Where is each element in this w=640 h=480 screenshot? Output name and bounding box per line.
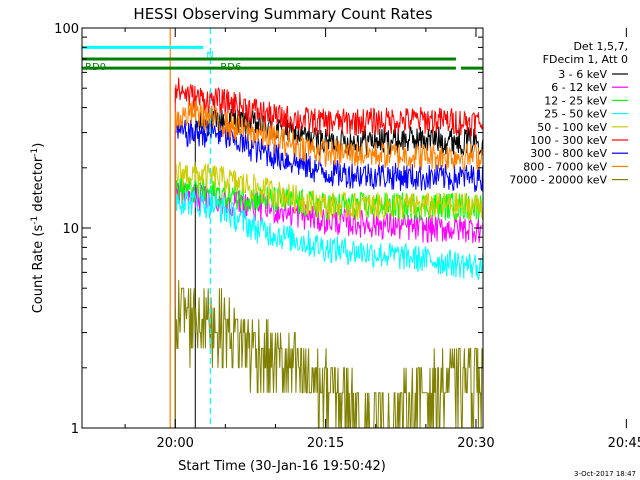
y-axis-label-tail: detector — [31, 156, 46, 216]
series-line-4 — [174, 161, 483, 221]
legend-label-4: 50 - 100 keV — [537, 121, 607, 134]
y-axis-label-main: Count Rate (s — [31, 225, 46, 314]
x-tick-label-0: 20:00 — [156, 436, 193, 451]
series-line-5 — [174, 77, 483, 138]
legend-label-0: 3 - 6 keV — [558, 68, 607, 81]
series-line-8 — [175, 279, 483, 428]
legend-header-line-1: Det 1,5,7, — [573, 40, 628, 53]
y-axis-label-sup: -1 — [30, 216, 40, 225]
footer-timestamp: 3-Oct-2017 18:47 — [574, 470, 636, 478]
legend-label-8: 7000 - 20000 keV — [509, 174, 607, 187]
series-line-7 — [174, 100, 483, 173]
series-line-1 — [174, 180, 483, 244]
x-axis-label: Start Time (30-Jan-16 19:50:42) — [178, 459, 386, 474]
legend-header-line-2: FDecim 1, Att 0 — [543, 53, 628, 66]
y-tick-label-0: 1 — [71, 422, 79, 437]
flag-label-1: N — [206, 50, 213, 61]
x-tick-label-2: 20:30 — [457, 436, 494, 451]
plot-area: NSRD0RD6 — [82, 28, 483, 428]
y-axis-label: Count Rate (s-1 detector-1) — [30, 143, 46, 314]
series-line-0 — [194, 108, 483, 157]
y-tick-label-1: 10 — [62, 222, 79, 237]
y-tick-label-2: 100 — [54, 22, 79, 37]
x-tick-label-1: 20:15 — [307, 436, 344, 451]
x-tick-label-3: 20:45 — [608, 436, 640, 451]
series-line-3 — [174, 190, 483, 281]
legend-label-7: 800 - 7000 keV — [523, 160, 607, 173]
legend-label-1: 6 - 12 keV — [551, 81, 607, 94]
y-axis-label-sup2: -1 — [30, 148, 40, 157]
chart-title: HESSI Observing Summary Count Rates — [133, 5, 432, 23]
legend-label-5: 100 - 300 keV — [530, 134, 607, 147]
series-line-6 — [174, 119, 483, 193]
legend-label-3: 25 - 50 keV — [544, 108, 607, 121]
legend-label-2: 12 - 25 keV — [544, 94, 607, 107]
axes: 20:0020:1520:3020:4521:0021:1521:3011010… — [54, 22, 640, 451]
legend-label-6: 300 - 800 keV — [530, 147, 607, 160]
y-axis-label-end: ) — [31, 143, 46, 148]
plot-content: NSRD0RD6 — [82, 28, 483, 428]
series-line-2 — [174, 175, 483, 222]
